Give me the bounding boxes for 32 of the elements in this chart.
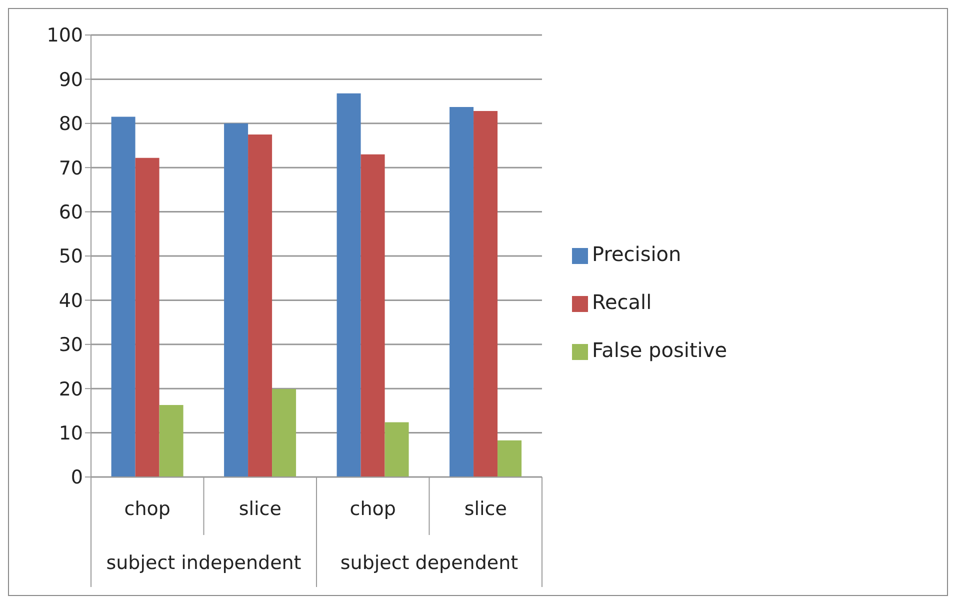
bar — [336, 93, 361, 477]
x-tick-label: chop — [124, 498, 170, 520]
bar — [360, 154, 385, 477]
bar — [224, 123, 248, 477]
y-tick-label: 90 — [58, 68, 83, 91]
y-tick-label: 80 — [58, 113, 83, 136]
text: subject independent — [106, 552, 302, 574]
y-tick-label: 20 — [58, 378, 83, 400]
y-tick-label: 10 — [58, 422, 83, 445]
y-tick-label: 50 — [58, 246, 83, 268]
bar — [111, 116, 136, 477]
x-tick-label: slice — [238, 498, 282, 520]
bar — [272, 389, 296, 477]
bar — [135, 158, 160, 477]
bar — [159, 404, 184, 477]
x-tick-label: slice — [464, 498, 507, 520]
bar — [498, 440, 522, 477]
bar — [474, 111, 498, 477]
x-tick-label: chop — [350, 498, 396, 520]
bar — [248, 134, 272, 477]
y-tick-label: 60 — [58, 202, 83, 224]
bar — [450, 107, 474, 477]
text: subject dependent — [340, 552, 518, 574]
legend-label: Precision — [592, 242, 682, 266]
y-tick-label: 40 — [58, 290, 83, 312]
y-tick-label: 100 — [46, 24, 83, 47]
y-tick-label: 0 — [70, 466, 83, 489]
bar — [384, 422, 409, 477]
y-tick-label: 30 — [58, 334, 83, 356]
y-tick-label: 70 — [58, 157, 83, 180]
legend-label: Recall — [592, 290, 652, 314]
legend-label: False positive — [592, 338, 727, 362]
